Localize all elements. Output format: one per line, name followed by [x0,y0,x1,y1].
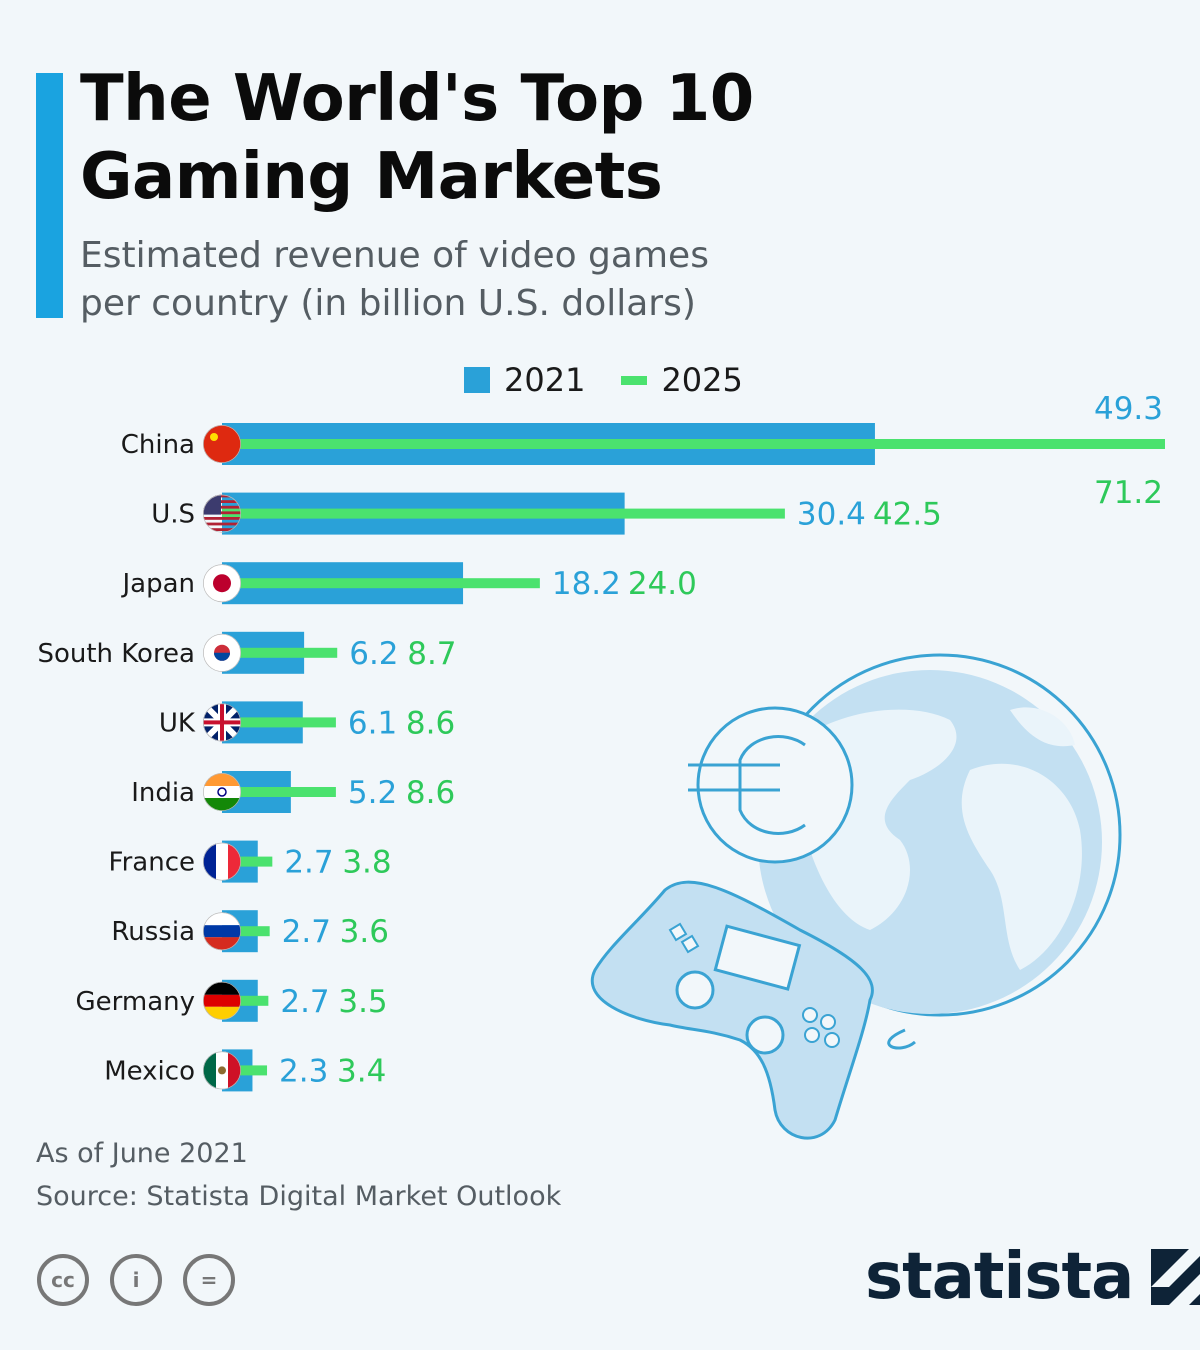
value-label-2025: 3.6 [340,914,389,950]
statista-logo[interactable]: statista [865,1240,1200,1314]
bar-2025 [222,1065,268,1076]
title-accent-bar [36,73,63,318]
value-label-2025: 24.0 [628,566,697,602]
bar-2025 [222,717,336,728]
value-label-2025: 71.2 [1094,475,1163,511]
value-label-2021: 30.4 [797,497,866,533]
legend-label-2021: 2021 [504,361,586,399]
russia-flag-icon [203,912,241,951]
bar-chart: China 49.3 71.2 U.S 30.4 42.5 Japan 18.2 24.0 Sou… [37,391,1165,1092]
value-label-2021: 18.2 [552,566,621,602]
bar-2025 [222,508,785,519]
value-label-2021: 6.2 [349,636,398,672]
legend-item-2021: 2021 [464,361,585,399]
category-label: UK [159,708,196,738]
value-label-2025: 3.5 [338,984,387,1020]
attribution-label: i [132,1268,140,1292]
legend-swatch-2025 [621,375,648,385]
category-label: U.S [151,500,195,530]
value-label-2021: 2.3 [279,1053,328,1089]
legend: 2021 2025 [464,358,779,402]
category-label: Mexico [104,1056,195,1086]
germany-flag-icon [203,981,241,1020]
bar-2025 [222,578,540,589]
value-label-2021: 6.1 [348,705,397,741]
gamepad-icon [591,880,874,1140]
value-label-2021: 2.7 [284,845,333,881]
category-label: France [109,848,195,878]
gaming-illustration [591,653,1122,1140]
india-flag-icon [203,773,241,811]
chart-subtitle: Estimated revenue of video games per cou… [80,235,709,324]
footer-source: Source: Statista Digital Market Outlook [36,1181,562,1212]
cc-license-icon[interactable]: cc [37,1254,89,1306]
value-label-2021: 5.2 [348,775,397,811]
china-flag-icon [203,425,241,463]
value-label-2025: 8.6 [406,705,455,741]
attribution-icon[interactable]: i [110,1254,162,1306]
legend-swatch-2021 [464,367,490,393]
mexico-flag-icon [203,1051,241,1090]
bar-2025 [222,787,336,797]
category-label: Germany [75,987,195,1017]
value-label-2021: 49.3 [1094,391,1163,427]
euro-icon [688,706,854,864]
category-label: Russia [111,917,195,947]
value-label-2025: 42.5 [873,497,942,533]
value-label-2025: 3.4 [337,1053,386,1089]
category-label: India [131,778,195,808]
legend-item-2025: 2025 [621,361,743,399]
value-label-2025: 8.6 [406,775,455,811]
chart-title: The World's Top 10 Gaming Markets [80,62,754,214]
legend-label-2025: 2025 [661,361,743,399]
value-label-2021: 2.7 [280,984,329,1020]
category-label: South Korea [37,639,195,669]
statista-logo-text: statista [865,1240,1134,1314]
bar-2025 [222,856,273,867]
statista-logo-mark-icon [1151,1249,1200,1305]
france-flag-icon [203,842,241,881]
value-label-2025: 3.8 [342,845,391,881]
category-label: China [121,430,195,460]
south-korea-flag-icon [203,633,241,672]
bar-2025 [222,995,269,1006]
japan-flag-icon [203,564,241,603]
cc-license-label: cc [51,1268,75,1292]
footer-note: As of June 2021 [36,1138,248,1169]
bar-2025 [222,926,270,937]
value-label-2025: 8.7 [407,636,456,672]
value-label-2021: 2.7 [282,914,331,950]
bar-2025 [222,647,338,658]
bar-2025 [222,439,1165,449]
no-derivatives-label: = [200,1268,218,1292]
no-derivatives-icon[interactable]: = [183,1254,235,1306]
category-label: Japan [120,569,195,599]
uk-flag-icon [203,703,241,742]
